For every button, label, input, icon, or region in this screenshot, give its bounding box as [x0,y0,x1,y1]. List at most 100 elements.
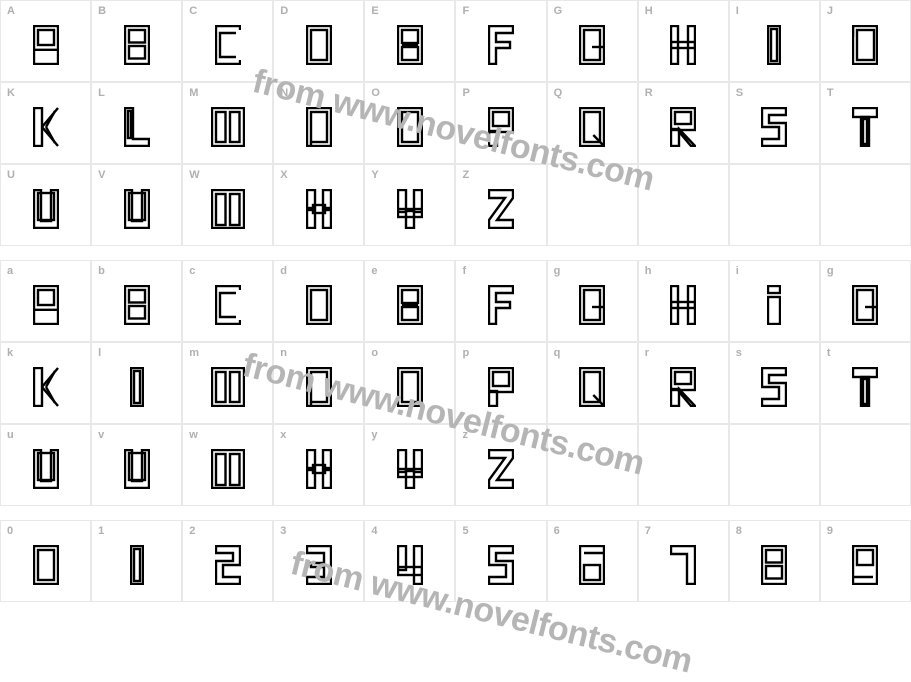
glyph-T [852,107,878,147]
glyph-d [306,285,332,325]
cell-label: g [827,265,834,277]
glyph-cell: 6 [547,520,638,602]
glyph-cell: R [638,82,729,164]
glyph-c [215,285,241,325]
glyph-cell: q [547,342,638,424]
cell-label: r [645,347,649,359]
glyph-cell: m [182,342,273,424]
glyph-cell: U [0,164,91,246]
glyph-cell: 0 [0,520,91,602]
glyph-x [306,449,332,489]
glyph-z [488,449,514,489]
cell-label: e [371,265,377,277]
glyph-cell: 9 [820,520,911,602]
glyph-cell [820,424,911,506]
glyph-O [397,107,423,147]
cell-label: X [280,169,287,181]
glyph-cell: z [455,424,546,506]
glyph-C [215,25,241,65]
cell-label: d [280,265,287,277]
glyph-m [211,367,245,407]
cell-label: 3 [280,525,286,537]
glyph-H [670,25,696,65]
cell-label: C [189,5,197,17]
glyph-S [761,107,787,147]
glyph-cell: H [638,0,729,82]
glyph-cell: n [273,342,364,424]
glyph-cell: b [91,260,182,342]
glyph-cell: O [364,82,455,164]
cell-label: g [554,265,561,277]
glyph-cell: i [729,260,820,342]
glyph-cell: W [182,164,273,246]
cell-label: 2 [189,525,195,537]
glyph-cell: G [547,0,638,82]
glyph-l [130,367,144,407]
glyph-cell: 7 [638,520,729,602]
section-gap [0,506,911,520]
glyph-cell [820,164,911,246]
glyph-cell: Q [547,82,638,164]
glyph-cell: h [638,260,729,342]
glyph-cell [729,164,820,246]
glyph-cell: Y [364,164,455,246]
cell-label: M [189,87,198,99]
glyph-row: KLMNOPQRST [0,82,911,164]
glyph-A [33,25,59,65]
cell-label: 5 [462,525,468,537]
glyph-t [852,367,878,407]
glyph-5 [488,545,514,585]
cell-label: z [462,429,468,441]
glyph-Y [397,189,423,229]
glyph-i [767,285,781,325]
glyph-cell: 8 [729,520,820,602]
glyph-cell [638,424,729,506]
glyph-cell: D [273,0,364,82]
font-chart: ABCDEFGHIJKLMNOPQRSTUVWXYZabcdefghigklmn… [0,0,911,602]
glyph-cell: s [729,342,820,424]
cell-label: i [736,265,739,277]
cell-label: 0 [7,525,13,537]
glyph-cell: F [455,0,546,82]
glyph-3 [306,545,332,585]
glyph-cell: V [91,164,182,246]
cell-label: L [98,87,105,99]
cell-label: 9 [827,525,833,537]
glyph-f [488,285,514,325]
glyph-cell: J [820,0,911,82]
glyph-cell: l [91,342,182,424]
glyph-cell: 1 [91,520,182,602]
glyph-cell: c [182,260,273,342]
glyph-cell: 2 [182,520,273,602]
glyph-F [488,25,514,65]
glyph-J [852,25,878,65]
glyph-V [124,189,150,229]
glyph-cell: 5 [455,520,546,602]
glyph-cell: A [0,0,91,82]
cell-label: I [736,5,739,17]
cell-label: N [280,87,288,99]
glyph-U [33,189,59,229]
glyph-X [306,189,332,229]
cell-label: h [645,265,652,277]
glyph-2 [215,545,241,585]
cell-label: W [189,169,199,181]
glyph-cell: X [273,164,364,246]
glyph-cell: Z [455,164,546,246]
cell-label: H [645,5,653,17]
glyph-cell: p [455,342,546,424]
cell-label: P [462,87,469,99]
cell-label: 4 [371,525,377,537]
cell-label: K [7,87,15,99]
glyph-cell: g [547,260,638,342]
glyph-row: klmnopqrst [0,342,911,424]
cell-label: v [98,429,104,441]
glyph-W [211,189,245,229]
glyph-v [124,449,150,489]
glyph-7 [670,545,696,585]
cell-label: f [462,265,466,277]
glyph-K [33,107,59,147]
cell-label: Z [462,169,469,181]
glyph-row: UVW X YZ [0,164,911,246]
glyph-Z [488,189,514,229]
